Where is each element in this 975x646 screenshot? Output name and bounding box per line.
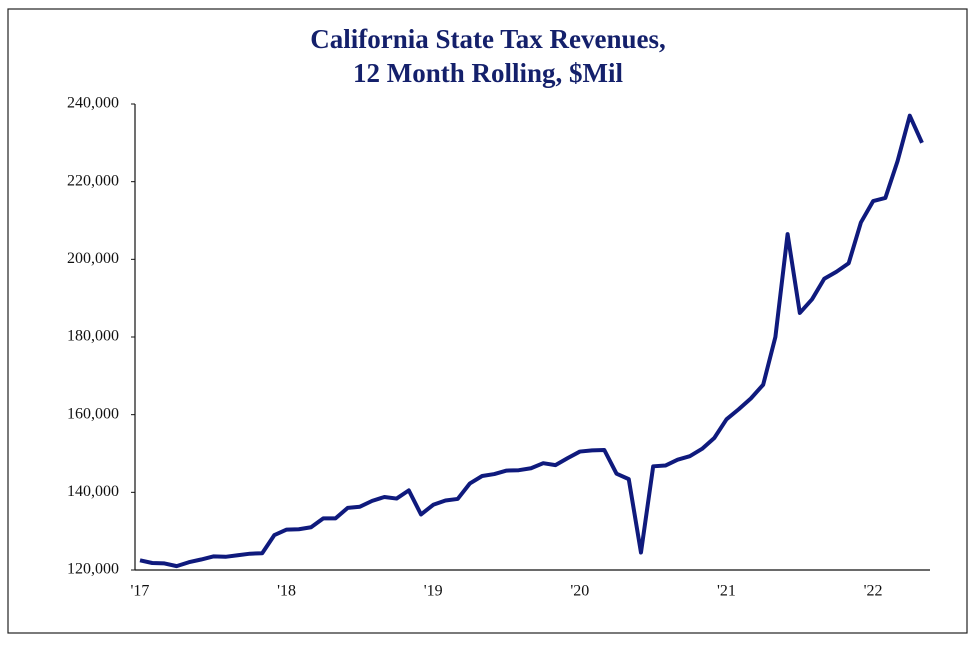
y-tick-label: 200,000 [67, 250, 119, 267]
x-tick-label: '21 [717, 583, 736, 600]
chart-title: 12 Month Rolling, $Mil [353, 58, 624, 88]
data-line [139, 113, 924, 569]
y-tick-label: 240,000 [67, 95, 119, 112]
x-tick-label: '22 [864, 583, 883, 600]
x-tick-label: '18 [277, 583, 296, 600]
y-tick-label: 180,000 [67, 328, 119, 345]
y-tick-label: 160,000 [67, 405, 119, 422]
y-tick-label: 140,000 [67, 483, 119, 500]
x-tick-label: '19 [424, 583, 443, 600]
chart-title: California State Tax Revenues, [310, 24, 666, 54]
frame [7, 8, 968, 634]
x-tick-label: '17 [131, 583, 150, 600]
y-tick-label: 220,000 [67, 172, 119, 189]
x-tick-label: '20 [570, 583, 589, 600]
y-tick-label: 120,000 [67, 561, 119, 578]
